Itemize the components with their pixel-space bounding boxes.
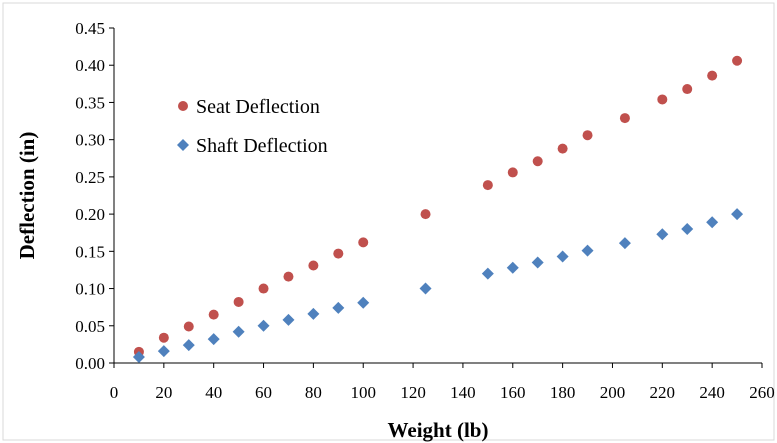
axes (109, 27, 763, 368)
shaft-deflection-point (232, 325, 245, 338)
shaft-deflection-point (207, 333, 220, 346)
seat-deflection-point (258, 283, 269, 294)
shaft-deflection-point (132, 351, 145, 364)
seat-deflection-point (732, 55, 743, 66)
seat-deflection-point (707, 70, 718, 81)
x-tick-label: 80 (305, 383, 322, 402)
shaft-deflection-point (706, 216, 719, 229)
seat-deflection-point (482, 180, 493, 191)
shaft-deflection-point (556, 250, 569, 263)
x-tick-label: 200 (600, 383, 626, 402)
shaft-deflection-point (581, 244, 594, 257)
legend-label-seat-deflection: Seat Deflection (196, 96, 320, 118)
y-tick-label: 0.30 (75, 131, 105, 150)
shaft-deflection-point (731, 208, 744, 221)
seat-deflection-point (507, 167, 518, 178)
x-tick-label: 60 (255, 383, 272, 402)
legend-label-shaft-deflection: Shaft Deflection (196, 135, 328, 157)
data-points (132, 55, 744, 364)
x-tick-labels: 0 20 40 60 80 100 120 140 160 180 200 220 240 260 (110, 383, 775, 402)
seat-deflection-point (158, 332, 169, 343)
seat-deflection-point (183, 321, 194, 332)
x-tick-label: 180 (550, 383, 576, 402)
y-axis-title: Deflection (in) (15, 132, 39, 260)
legend-item-seat-deflection: Seat Deflection (178, 96, 320, 118)
y-tick-labels: 0.00 0.05 0.10 0.15 0.20 0.25 0.30 0.35 0.40 0.45 (75, 19, 105, 373)
shaft-deflection-point (357, 296, 370, 309)
x-tick-label: 140 (450, 383, 476, 402)
y-tick-label: 0.00 (75, 354, 105, 373)
y-tick-label: 0.25 (75, 168, 105, 187)
shaft-deflection-point (618, 237, 631, 250)
y-tick-label: 0.15 (75, 242, 105, 261)
shaft-deflection-point (681, 223, 694, 235)
shaft-deflection-point (307, 307, 320, 320)
seat-deflection-point (283, 271, 294, 282)
y-tick-label: 0.10 (75, 280, 105, 299)
shaft-deflection-point (282, 313, 295, 326)
y-tick-label: 0.45 (75, 19, 105, 38)
y-tick-label: 0.35 (75, 93, 105, 112)
shaft-deflection-point (506, 261, 519, 274)
legend-item-shaft-deflection: Shaft Deflection (177, 135, 328, 157)
legend-marker-shaft-deflection (177, 139, 189, 151)
shaft-deflection-point (332, 301, 345, 314)
x-tick-label: 100 (350, 383, 376, 402)
legend: Seat Deflection Shaft Deflection (177, 96, 328, 157)
seat-deflection-point (308, 260, 319, 271)
x-tick-label: 0 (110, 383, 119, 402)
x-tick-label: 20 (155, 383, 172, 402)
y-tick-label: 0.40 (75, 56, 105, 75)
shaft-deflection-point (419, 282, 432, 295)
seat-deflection-point (358, 237, 369, 248)
seat-deflection-point (657, 94, 668, 105)
shaft-deflection-point (157, 345, 170, 358)
y-tick-label: 0.20 (75, 205, 105, 224)
seat-deflection-point (557, 143, 568, 154)
shaft-deflection-point (531, 256, 544, 269)
seat-deflection-point (420, 209, 431, 220)
shaft-deflection-point (182, 339, 195, 352)
x-tick-label: 240 (699, 383, 725, 402)
seat-deflection-point (208, 309, 219, 320)
seat-deflection-point (532, 156, 543, 167)
shaft-deflection-point (481, 267, 494, 280)
x-tick-label: 120 (400, 383, 426, 402)
x-tick-label: 40 (205, 383, 222, 402)
shaft-deflection-point (257, 319, 270, 332)
shaft-deflection-point (656, 228, 669, 241)
seat-deflection-point (582, 130, 593, 141)
seat-deflection-point (333, 248, 344, 259)
x-tick-label: 260 (749, 383, 775, 402)
y-tick-label: 0.05 (75, 317, 105, 336)
seat-deflection-point (619, 113, 630, 124)
legend-marker-seat-deflection (178, 101, 188, 111)
x-tick-label: 160 (500, 383, 526, 402)
x-axis-title: Weight (lb) (388, 418, 489, 442)
x-tick-label: 220 (650, 383, 676, 402)
seat-deflection-point (233, 296, 244, 307)
seat-deflection-point (682, 84, 693, 95)
